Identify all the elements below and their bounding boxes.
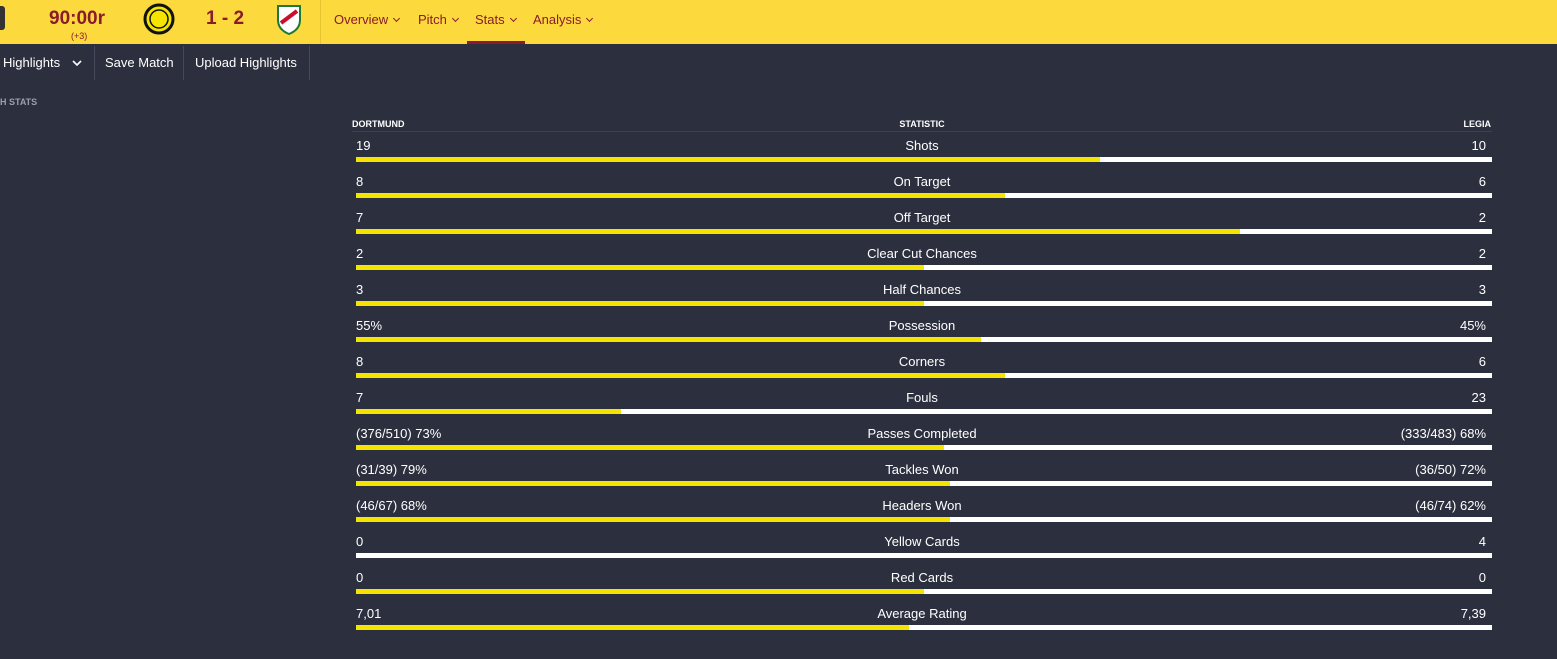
section-title: H STATS <box>0 97 38 107</box>
bar-home <box>356 409 622 414</box>
stat-label: Shots <box>905 138 939 153</box>
bar-track <box>356 265 1492 270</box>
bar-home <box>356 625 909 630</box>
active-indicator <box>467 41 525 44</box>
stat-label: Passes Completed <box>867 426 977 441</box>
home-value: 0 <box>356 534 364 549</box>
column-header: STATISTIC <box>899 119 945 129</box>
stat-label: Clear Cut Chances <box>867 246 977 261</box>
away-value: 2 <box>1478 210 1486 225</box>
nav-item[interactable]: Stats <box>475 12 516 27</box>
home-value: (376/510) 73% <box>356 426 442 441</box>
away-value: 7,39 <box>1460 606 1486 621</box>
bar-track <box>356 301 1492 306</box>
dropdown-arrow <box>72 60 82 67</box>
bar-home <box>356 301 924 306</box>
stat-label: Half Chances <box>882 282 962 297</box>
nav-item[interactable]: Overview <box>334 12 399 27</box>
home-value: 7,01 <box>356 606 382 621</box>
separator <box>309 46 310 80</box>
bar-home <box>356 193 1006 198</box>
away-value: (46/74) 62% <box>1415 498 1486 513</box>
toolbar-button[interactable]: Highlights <box>3 55 61 70</box>
away-value: 6 <box>1478 174 1486 189</box>
home-value: (46/67) 68% <box>356 498 427 513</box>
away-value: 23 <box>1471 390 1486 405</box>
home-value: 8 <box>356 354 364 369</box>
stat-label: Tackles Won <box>885 462 959 477</box>
away-value: 0 <box>1478 570 1486 585</box>
stat-label: Off Target <box>893 210 951 225</box>
bar-track <box>356 409 1492 414</box>
away-value: 6 <box>1478 354 1486 369</box>
bar-track <box>356 553 1492 558</box>
bar-home <box>356 517 951 522</box>
away-value: (333/483) 68% <box>1400 426 1486 441</box>
toolbar-button[interactable]: Save Match <box>105 55 174 70</box>
match-time: 90:00r <box>49 8 105 29</box>
back-tab[interactable] <box>0 6 5 30</box>
away-crest <box>277 5 301 35</box>
bar-home <box>356 229 1240 234</box>
stat-label: Corners <box>898 354 946 369</box>
bar-home <box>356 445 945 450</box>
separator <box>94 46 95 80</box>
stat-label: Fouls <box>906 390 938 405</box>
toolbar-button[interactable]: Upload Highlights <box>195 55 297 70</box>
bar-home <box>356 589 924 594</box>
nav-item[interactable]: Pitch <box>418 12 458 27</box>
home-value: 2 <box>356 246 364 261</box>
stat-label: Headers Won <box>882 498 962 513</box>
column-header: LEGIA <box>1463 119 1491 129</box>
nav-item[interactable]: Analysis <box>533 12 592 27</box>
bar-home <box>356 373 1006 378</box>
home-value: 3 <box>356 282 364 297</box>
divider <box>320 0 321 44</box>
bar-home <box>356 157 1101 162</box>
stat-label: On Target <box>893 174 951 189</box>
away-value: 2 <box>1478 246 1486 261</box>
away-value: (36/50) 72% <box>1415 462 1486 477</box>
home-value: 19 <box>356 138 371 153</box>
bar-home <box>356 337 981 342</box>
bar-track <box>356 589 1492 594</box>
home-value: 0 <box>356 570 364 585</box>
added-time: (+3) <box>71 31 88 41</box>
home-value: 55% <box>356 318 383 333</box>
header-rule <box>352 131 1492 132</box>
away-value: 4 <box>1478 534 1486 549</box>
home-value: 8 <box>356 174 364 189</box>
bar-track <box>356 625 1492 630</box>
separator <box>183 46 184 80</box>
bar-home <box>356 481 951 486</box>
away-value: 45% <box>1459 318 1486 333</box>
home-value: 7 <box>356 210 364 225</box>
away-value: 3 <box>1478 282 1486 297</box>
home-crest <box>143 3 175 35</box>
column-header: DORTMUND <box>352 119 405 129</box>
stat-label: Possession <box>888 318 956 333</box>
header: 90:00r (+3) 1 - 2 Overview Pitch Stats A… <box>0 0 1557 44</box>
stat-label: Average Rating <box>877 606 967 621</box>
away-value: 10 <box>1471 138 1486 153</box>
score: 1 - 2 <box>206 8 245 29</box>
home-value: 7 <box>356 390 364 405</box>
bar-home <box>356 265 924 270</box>
stat-label: Yellow Cards <box>884 534 960 549</box>
stat-label: Red Cards <box>890 570 954 585</box>
home-value: (31/39) 79% <box>356 462 427 477</box>
